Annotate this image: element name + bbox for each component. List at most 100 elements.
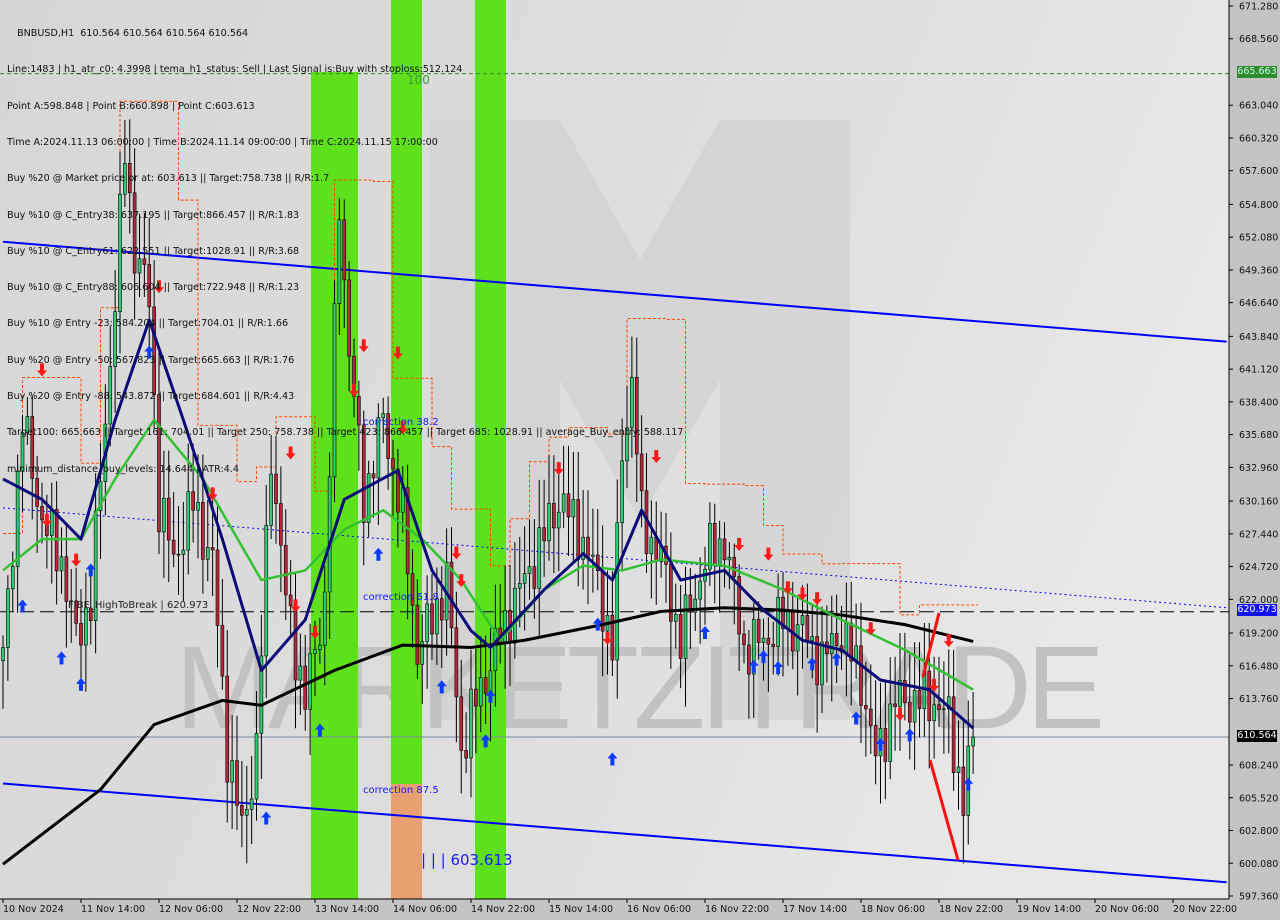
sell-signal-arrow-icon [763,547,774,561]
x-tick-label: 16 Nov 22:00 [705,904,769,915]
info-line: minimum_distance_buy_levels: 14.644 | AT… [7,463,239,475]
candle-body [313,649,317,655]
info-line: Buy %10 @ C_Entry38: 637.195 || Target:8… [7,209,300,221]
y-tick-label: 608.240 [1239,761,1278,772]
ma-slow-line [2,606,974,866]
buy-signal-arrow-icon [56,651,67,665]
candle-body [595,554,600,572]
buy-signal-arrow-icon [314,723,325,737]
candle-body [864,705,868,710]
candle-body [566,493,571,518]
candle-body [742,633,746,646]
y-tick-label: 646.640 [1239,298,1278,309]
buy-signal-arrow-icon [807,657,818,671]
candle-body [669,564,673,622]
candle-body [708,522,712,570]
candle-body [459,696,464,751]
buy-signal-arrow-icon [748,659,759,673]
candle-body [347,279,351,357]
candle-body [79,622,83,646]
candle-body [634,376,639,455]
sell-signal-arrow-icon [285,446,296,460]
candle-body [181,549,186,555]
red-trend-line-up [921,612,941,678]
sell-signal-arrow-icon [895,707,905,721]
candle-body [800,615,805,626]
sell-signal-arrow-icon [451,546,462,560]
candle-body [166,497,171,541]
candle-body [946,696,951,710]
candle-body [717,538,722,566]
info-line: Buy %10 @ C_Entry61: 622.551 || Target:1… [7,245,300,257]
candle-body [118,193,122,312]
sell-signal-arrow-icon [782,581,793,595]
sell-signal-arrow-icon [734,537,745,551]
candle-body [415,604,420,665]
candle-body [430,603,434,635]
candle-body [625,427,629,462]
candle-body [288,594,293,607]
candle-body [810,636,815,641]
y-tick-label: 654.800 [1239,200,1278,211]
sell-signal-arrow-icon [154,280,164,294]
candle-body [956,766,961,773]
candle-body [264,524,269,657]
candle-body [576,499,581,560]
candle-body [513,587,517,644]
sell-signal-arrow-icon [290,599,301,613]
candle-body [829,633,834,654]
sell-signal-arrow-icon [37,363,47,377]
candle-body [230,760,234,783]
candle-body [386,413,390,459]
sell-signal-arrow-icon [651,450,662,464]
y-tick-label: 613.760 [1239,694,1278,705]
candle-body [678,614,683,659]
candle-body [527,566,532,574]
candle-body [737,576,741,635]
ma-fast-line [2,318,975,730]
info-line: Buy %10 @ Entry -23: 584.204 || Target:7… [7,318,289,330]
candle-body [20,432,25,472]
y-tick-label: 616.480 [1239,661,1278,672]
candle-body [591,554,595,557]
buy-signal-arrow-icon [261,811,272,825]
buy-signal-arrow-icon [607,752,618,766]
y-tick-label: 602.800 [1239,826,1278,837]
candle-body [40,506,44,521]
candle-body [15,470,20,567]
candle-body [868,708,873,726]
candle-body [186,491,191,551]
candle-body [337,219,342,304]
sell-signal-arrow-icon [310,625,320,639]
y-tick-label: 671.280 [1239,2,1278,13]
candle-body [235,760,239,806]
y-tick-label: 630.160 [1239,497,1278,508]
candle-body [35,477,39,507]
x-tick-label: 17 Nov 14:00 [783,904,847,915]
candle-body [25,416,30,433]
x-tick-label: 15 Nov 14:00 [549,904,613,915]
candle-body [318,644,322,650]
point-c-label: | | | 603.613 [421,851,513,869]
candle-body [132,192,137,274]
buy-signal-arrow-icon [875,738,886,752]
candle-body [88,607,93,621]
x-tick-label: 12 Nov 06:00 [159,904,223,915]
level-100-label: 100 [407,73,430,87]
candle-body [478,677,483,707]
candle-body [371,473,376,479]
candle-body [123,162,127,195]
candle-body [756,618,761,643]
candle-body [127,162,132,194]
buy-signal-arrow-icon [904,728,915,742]
candle-body [547,503,551,542]
candle-body [917,689,922,709]
candle-body [137,258,142,274]
buy-signal-arrow-icon [85,563,96,577]
red-trend-line-down [928,759,960,861]
symbol-header: BNBUSD,H1 610.564 610.564 610.564 610.56… [17,28,249,40]
candle-body [771,643,776,647]
candle-body [435,598,439,635]
price-tag-current: 610.564 [1237,730,1277,742]
